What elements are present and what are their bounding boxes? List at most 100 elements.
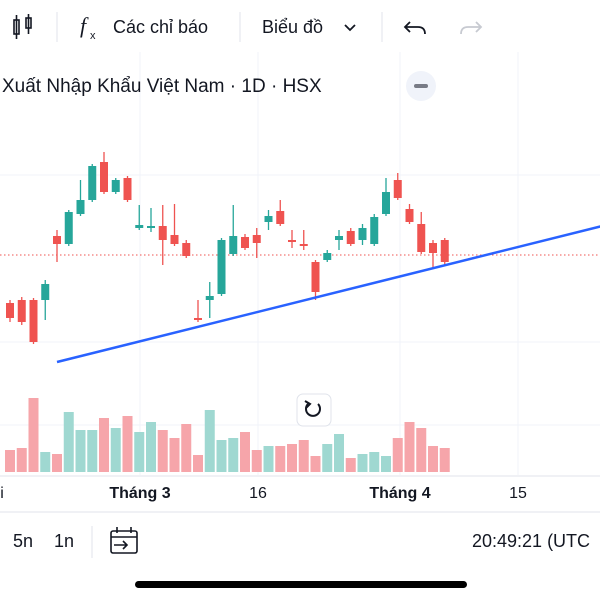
volume-bar — [169, 438, 180, 472]
candle-body — [358, 228, 367, 240]
candle-body — [111, 180, 120, 192]
grid — [0, 52, 600, 475]
candle-body — [123, 178, 132, 200]
candle-body — [6, 303, 14, 318]
volume-bar — [122, 416, 133, 472]
chart-type-button[interactable]: Biểu đồ — [262, 17, 323, 37]
x-tick-label: 16 — [249, 485, 267, 502]
toolbar: f x Các chỉ báo Biểu đồ — [13, 12, 483, 42]
candle-icon[interactable] — [13, 14, 32, 39]
candle-body — [229, 236, 238, 254]
candle-body — [370, 217, 379, 244]
candle-body — [170, 235, 179, 244]
volume-bar — [99, 418, 109, 472]
candle-body — [288, 240, 296, 242]
volume-bar — [40, 452, 51, 472]
candle-body — [417, 224, 426, 252]
clock: 20:49:21 (UTC — [472, 531, 590, 551]
volume-bar — [193, 455, 203, 472]
volume-bar — [322, 444, 333, 472]
volume-bar — [275, 446, 286, 472]
candle-body — [382, 192, 390, 214]
candle-body — [252, 235, 261, 243]
volume-bar — [204, 410, 215, 472]
x-tick-label: Tháng 3 — [109, 485, 170, 502]
x-tick-label: i — [0, 485, 4, 502]
fx-icon[interactable]: f — [80, 13, 89, 38]
collapse-icon — [414, 84, 428, 88]
range-button[interactable]: 1n — [54, 531, 74, 551]
volume-bar — [369, 452, 380, 472]
volume-bar — [157, 430, 168, 472]
fx-icon: x — [90, 30, 96, 42]
volume-bar — [75, 430, 86, 472]
candle-body — [393, 180, 402, 198]
candle-body — [346, 231, 355, 244]
candle-body — [135, 225, 144, 228]
volume-bar — [392, 438, 403, 472]
candle-body — [311, 262, 320, 292]
volume-bar — [357, 454, 368, 472]
volume-bar — [416, 428, 427, 472]
range-button[interactable]: 5n — [13, 531, 33, 551]
candle-body — [29, 300, 38, 342]
volume-bar — [28, 398, 39, 472]
goto-date-button[interactable] — [110, 527, 138, 554]
plot: i Tháng 3 16 Tháng 4 15 — [0, 152, 600, 502]
candle-body — [76, 200, 85, 214]
candle-body — [158, 226, 167, 240]
candle-body — [405, 209, 414, 222]
volume-bar — [439, 448, 450, 472]
candle-body — [64, 212, 73, 244]
candle-body — [440, 240, 449, 262]
volume-bar — [381, 456, 391, 472]
candle-body — [53, 236, 61, 244]
candle-body — [17, 300, 26, 322]
dropdown-icon — [344, 24, 356, 32]
trend-line — [56, 225, 600, 364]
candle-body — [147, 226, 155, 228]
volume-bar — [240, 432, 250, 472]
reset-icon — [304, 400, 312, 409]
undo-button[interactable] — [403, 21, 426, 35]
volume-bar — [334, 434, 344, 472]
volume-bar — [5, 450, 15, 472]
volume-bar — [404, 422, 415, 472]
volume-bar — [287, 444, 297, 472]
volume-bar — [110, 428, 121, 472]
volume-bar — [228, 438, 239, 472]
chart-title: Xuất Nhập Khẩu Việt Nam · 1D · HSX — [2, 76, 322, 97]
x-tick-label: 15 — [509, 485, 527, 502]
redo-button[interactable] — [460, 21, 483, 35]
volume-bar — [298, 440, 309, 472]
candle-body — [299, 244, 308, 246]
candle-body — [276, 211, 285, 224]
candle-body — [264, 216, 273, 222]
home-indicator — [135, 581, 467, 588]
volume-bar — [345, 458, 356, 472]
candle-body — [88, 166, 97, 200]
candle-body — [335, 236, 343, 240]
reset-button[interactable] — [296, 393, 332, 427]
indicators-button[interactable]: Các chỉ báo — [113, 17, 208, 37]
candle-body — [205, 296, 214, 300]
volume-bar — [63, 412, 74, 472]
volume-bar — [310, 456, 321, 472]
candle-body — [194, 318, 202, 320]
volume-bar — [428, 446, 438, 472]
candle-body — [182, 243, 191, 256]
candle-body — [217, 240, 226, 294]
candle-body — [41, 284, 50, 300]
volume-bar — [134, 432, 145, 472]
volume-bar — [263, 446, 274, 472]
volume-bar — [251, 450, 262, 472]
candle-body — [100, 162, 108, 192]
volume-bar — [87, 430, 98, 472]
x-tick-label: Tháng 4 — [369, 485, 430, 502]
candle-body — [241, 237, 249, 248]
volume-bar — [181, 424, 192, 472]
candle-body — [323, 253, 332, 260]
candle-body — [429, 243, 437, 253]
